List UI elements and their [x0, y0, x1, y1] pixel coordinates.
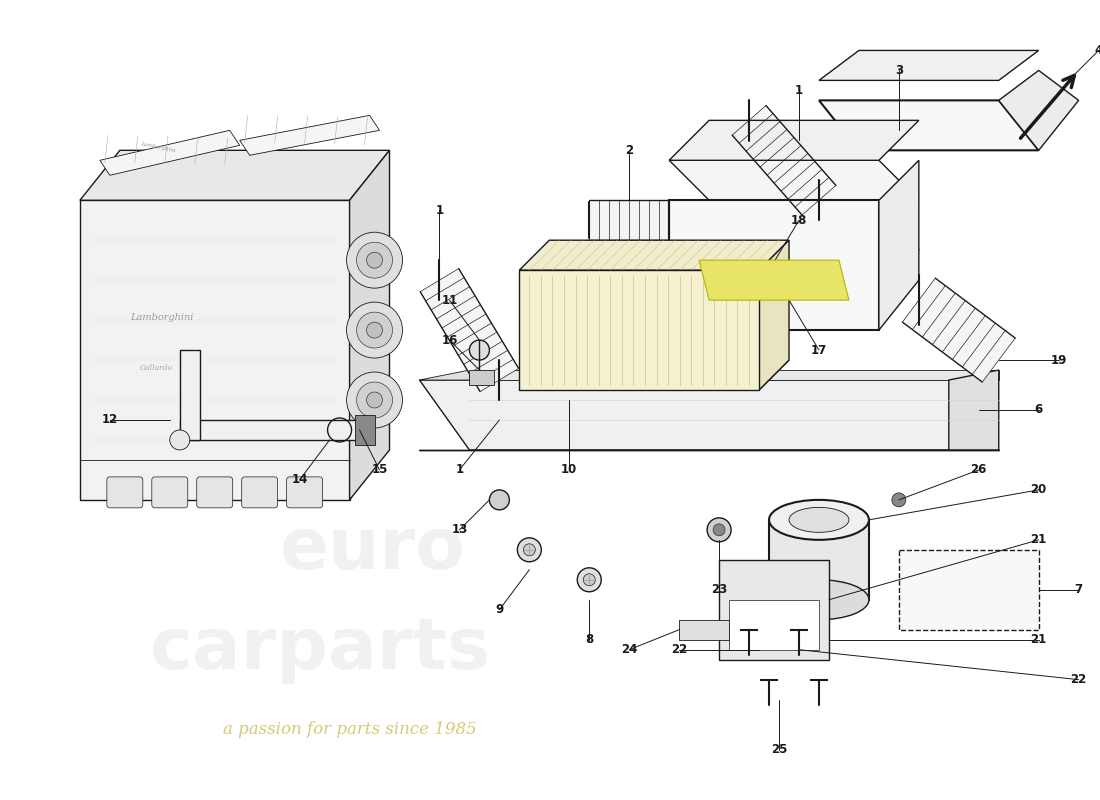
Text: 19: 19: [1050, 354, 1067, 366]
Circle shape: [524, 544, 536, 556]
Polygon shape: [769, 520, 869, 600]
Text: 10: 10: [561, 463, 578, 477]
FancyBboxPatch shape: [152, 477, 188, 508]
Polygon shape: [519, 360, 789, 390]
Polygon shape: [470, 370, 999, 380]
Polygon shape: [669, 120, 918, 160]
Circle shape: [366, 252, 383, 268]
Text: a passion for parts since 1985: a passion for parts since 1985: [222, 721, 476, 738]
FancyBboxPatch shape: [287, 477, 322, 508]
Text: 17: 17: [811, 343, 827, 357]
Polygon shape: [733, 106, 836, 215]
Polygon shape: [519, 270, 759, 390]
Ellipse shape: [769, 580, 869, 620]
Circle shape: [366, 322, 383, 338]
Polygon shape: [902, 278, 1015, 382]
Circle shape: [470, 340, 490, 360]
Text: euro: euro: [279, 515, 465, 584]
Circle shape: [517, 538, 541, 562]
Text: 8: 8: [585, 634, 593, 646]
FancyBboxPatch shape: [107, 477, 143, 508]
Bar: [354, 415, 374, 445]
FancyBboxPatch shape: [899, 550, 1038, 630]
Text: 18: 18: [791, 214, 807, 226]
Polygon shape: [179, 420, 370, 440]
Circle shape: [490, 490, 509, 510]
Text: 13: 13: [451, 523, 468, 536]
Text: Gallardo: Gallardo: [140, 364, 173, 372]
Circle shape: [356, 242, 393, 278]
Polygon shape: [759, 240, 789, 390]
Circle shape: [169, 430, 190, 450]
Ellipse shape: [789, 507, 849, 532]
Circle shape: [707, 518, 732, 542]
Polygon shape: [820, 100, 1038, 150]
Text: 1: 1: [455, 463, 463, 477]
Text: 2: 2: [625, 144, 634, 157]
Polygon shape: [240, 115, 380, 155]
Text: 14: 14: [292, 474, 308, 486]
Polygon shape: [679, 620, 729, 640]
Text: 4: 4: [1094, 44, 1100, 57]
Text: 1: 1: [436, 204, 443, 217]
Polygon shape: [719, 560, 829, 660]
Polygon shape: [100, 130, 240, 175]
FancyBboxPatch shape: [197, 477, 233, 508]
Circle shape: [892, 493, 906, 507]
Polygon shape: [80, 150, 389, 200]
Polygon shape: [419, 370, 470, 380]
Text: 1: 1: [795, 84, 803, 97]
Polygon shape: [999, 70, 1079, 150]
Polygon shape: [949, 370, 999, 450]
Polygon shape: [179, 350, 200, 440]
Text: carparts: carparts: [150, 615, 491, 684]
Text: Lamborghini: Lamborghini: [130, 313, 194, 322]
Polygon shape: [669, 160, 918, 200]
Circle shape: [346, 232, 403, 288]
Polygon shape: [590, 200, 669, 240]
Polygon shape: [879, 160, 918, 330]
Circle shape: [366, 392, 383, 408]
Text: 21: 21: [1031, 534, 1047, 546]
Circle shape: [346, 372, 403, 428]
Text: 11: 11: [441, 294, 458, 306]
Text: 24: 24: [621, 643, 637, 656]
Text: 16: 16: [441, 334, 458, 346]
Circle shape: [578, 568, 602, 592]
Text: 6: 6: [1035, 403, 1043, 417]
Text: 3: 3: [894, 64, 903, 77]
Text: 22: 22: [671, 643, 688, 656]
Polygon shape: [669, 200, 879, 330]
Circle shape: [346, 302, 403, 358]
Polygon shape: [80, 200, 350, 500]
Circle shape: [356, 382, 393, 418]
Text: 26: 26: [970, 463, 987, 477]
Polygon shape: [519, 240, 789, 270]
Text: Lamborghini: Lamborghini: [140, 141, 176, 154]
Circle shape: [583, 574, 595, 586]
Text: 12: 12: [101, 414, 118, 426]
Text: 21: 21: [1031, 634, 1047, 646]
Text: 9: 9: [495, 603, 504, 616]
Polygon shape: [729, 600, 820, 650]
Bar: [470, 370, 494, 385]
Ellipse shape: [769, 500, 869, 540]
Text: 23: 23: [711, 583, 727, 596]
Circle shape: [356, 312, 393, 348]
Polygon shape: [820, 50, 1038, 80]
Text: 20: 20: [1031, 483, 1047, 496]
Text: 7: 7: [1075, 583, 1082, 596]
Polygon shape: [669, 200, 918, 250]
Text: 15: 15: [372, 463, 387, 477]
FancyBboxPatch shape: [242, 477, 277, 508]
Text: 25: 25: [771, 743, 788, 756]
Text: 22: 22: [1070, 673, 1087, 686]
Polygon shape: [420, 269, 518, 391]
Polygon shape: [350, 150, 389, 500]
Circle shape: [713, 524, 725, 536]
Polygon shape: [419, 380, 999, 450]
Polygon shape: [700, 260, 849, 300]
